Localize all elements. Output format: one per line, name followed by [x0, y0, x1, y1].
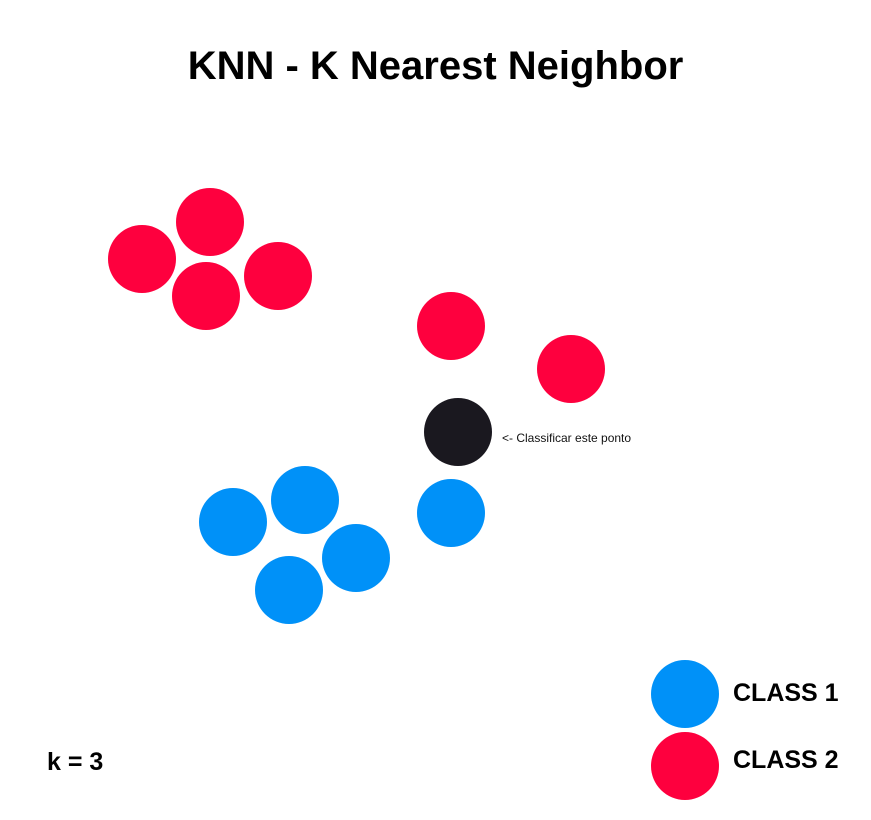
- class2-point: [172, 262, 240, 330]
- legend-class2-label: CLASS 2: [733, 746, 839, 774]
- diagram-title: KNN - K Nearest Neighbor: [187, 44, 684, 88]
- class2-point: [417, 292, 485, 360]
- query-annotation: <- Classificar este ponto: [502, 431, 632, 445]
- query-point: [424, 398, 492, 466]
- class1-point: [322, 524, 390, 592]
- class2-point: [537, 335, 605, 403]
- k-value-label: k = 3: [47, 748, 104, 776]
- legend-class1-label: CLASS 1: [733, 679, 839, 707]
- class1-point: [271, 466, 339, 534]
- class1-point: [199, 488, 267, 556]
- class2-point: [176, 188, 244, 256]
- class1-point: [417, 479, 485, 547]
- legend-class1-swatch: [651, 660, 719, 728]
- class2-point: [108, 225, 176, 293]
- class1-point: [255, 556, 323, 624]
- class2-point: [244, 242, 312, 310]
- legend-class2-swatch: [651, 732, 719, 800]
